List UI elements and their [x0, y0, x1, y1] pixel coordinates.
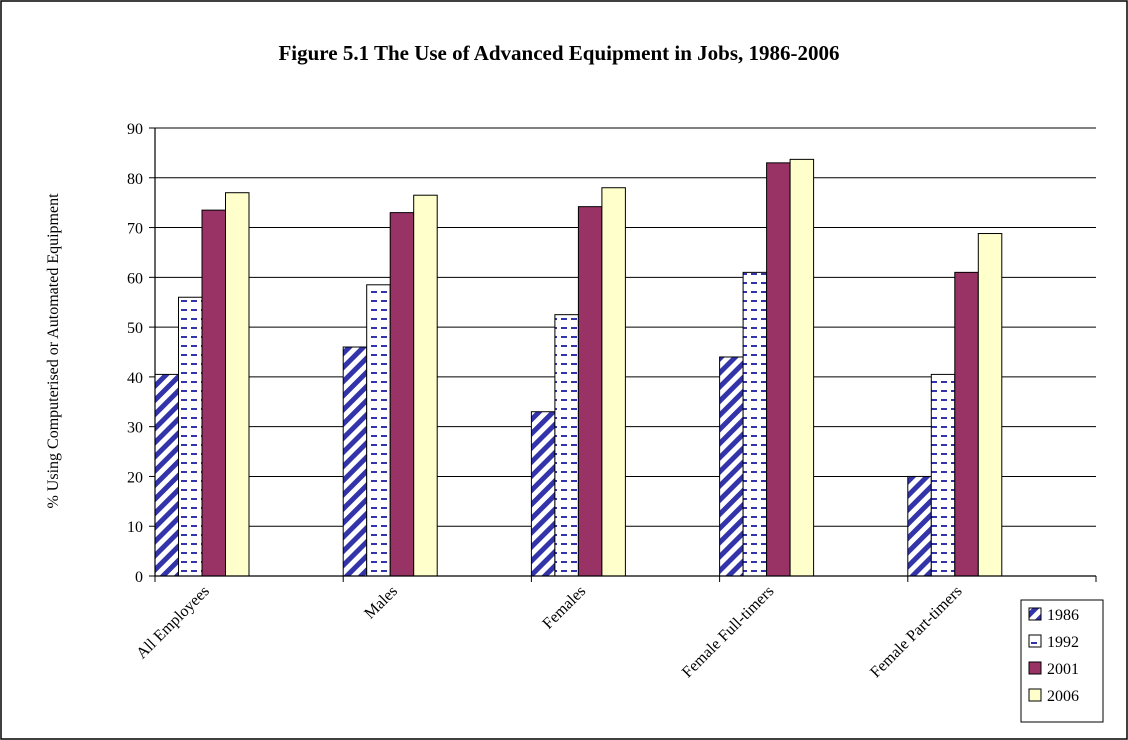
y-tick-label: 50	[127, 320, 143, 337]
bar	[178, 296, 203, 577]
y-tick-label: 90	[127, 121, 143, 138]
bars	[154, 158, 1003, 577]
legend: 1986 1992 2001 2006	[1020, 599, 1104, 723]
axes	[149, 127, 1097, 582]
bar	[742, 271, 768, 577]
y-axis-label: % Using Computerised or Automated Equipm…	[45, 193, 62, 509]
chart-title: Figure 5.1 The Use of Advanced Equipment…	[278, 41, 839, 65]
legend-swatch	[1028, 688, 1042, 702]
y-tick-label: 30	[127, 420, 143, 437]
legend-label: 2001	[1047, 661, 1079, 678]
bar	[389, 212, 415, 577]
y-tick-label: 60	[127, 270, 143, 287]
legend-label: 1986	[1047, 607, 1079, 624]
bar	[554, 314, 579, 577]
y-tick-label: 10	[127, 519, 143, 536]
bar	[154, 373, 179, 577]
bar	[719, 356, 744, 577]
bar	[225, 192, 250, 577]
bar	[977, 233, 1003, 577]
legend-swatch	[1028, 634, 1042, 648]
y-tick-label: 70	[127, 221, 143, 238]
y-tick-label: 40	[127, 370, 143, 387]
legend-label: 1992	[1047, 634, 1079, 651]
y-tick-label: 80	[127, 171, 143, 188]
bar	[930, 373, 956, 577]
bar	[342, 346, 368, 577]
bar	[907, 475, 932, 577]
bar	[789, 158, 815, 577]
legend-label: 2006	[1047, 688, 1079, 705]
bar	[954, 271, 979, 577]
bar	[766, 162, 791, 577]
bar	[201, 209, 226, 577]
legend-swatch	[1028, 661, 1042, 675]
legend-swatch	[1028, 607, 1042, 621]
y-tick-label: 0	[135, 569, 143, 586]
bar	[413, 194, 438, 577]
bar	[530, 411, 556, 577]
y-tick-labels: 0 10 20 30 40 50 60 70 80 90	[127, 121, 143, 586]
y-tick-label: 20	[127, 469, 143, 486]
bar	[601, 187, 626, 577]
bar	[577, 206, 603, 577]
bar	[366, 284, 391, 577]
